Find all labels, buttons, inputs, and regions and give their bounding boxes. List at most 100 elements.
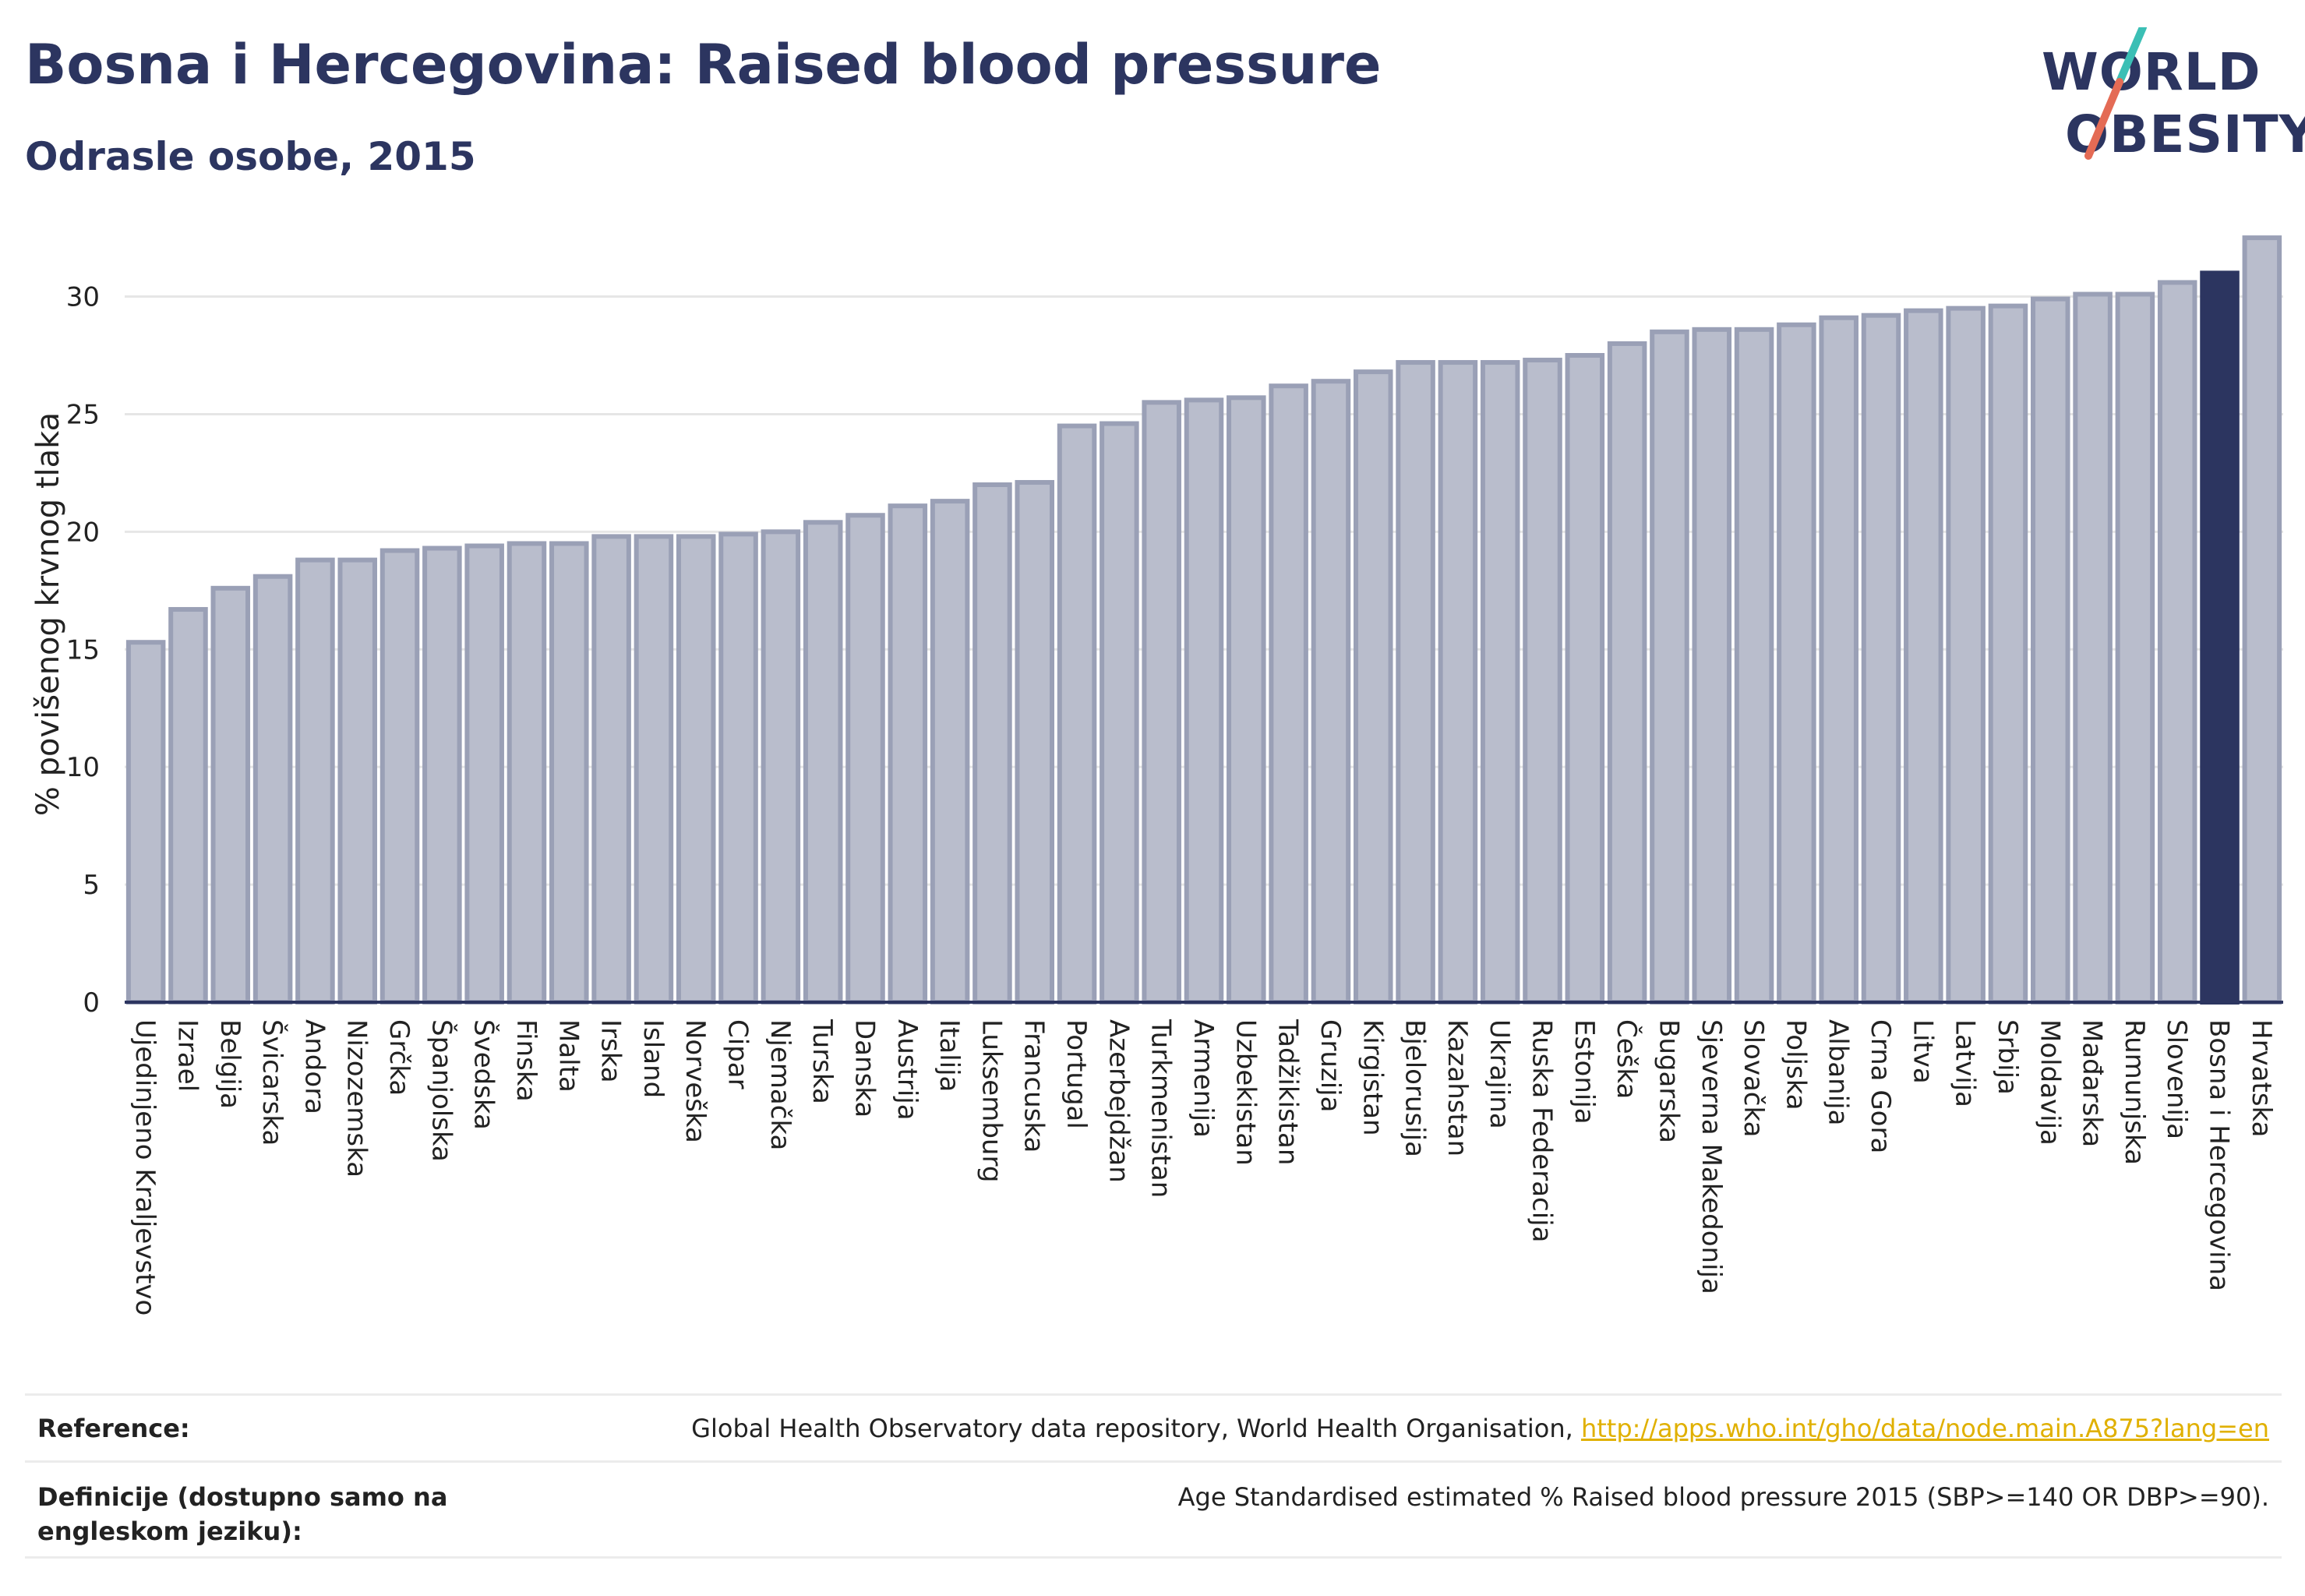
x-tick-label: Malta	[552, 1019, 584, 1093]
bar-16[interactable]	[803, 520, 843, 1005]
x-tick-label: Srbija	[1992, 1019, 2023, 1095]
x-tick-label: Sjeverna Makedonija	[1696, 1019, 1727, 1294]
bar-18[interactable]	[888, 503, 928, 1005]
x-tick-label: Ujedinjeno Kraljevstvo	[129, 1019, 161, 1315]
x-tick-label: Češka	[1611, 1019, 1643, 1099]
footer-reference-row: Reference: Global Health Observatory dat…	[25, 1393, 2282, 1463]
bar-14[interactable]	[718, 531, 758, 1005]
bar-17[interactable]	[845, 513, 885, 1005]
x-tick-label: Njemačka	[764, 1019, 796, 1150]
x-tick-label: Kazahstan	[1442, 1019, 1473, 1156]
bar-42[interactable]	[1904, 308, 1943, 1005]
bar-8[interactable]	[464, 543, 504, 1005]
bar-11[interactable]	[591, 534, 631, 1005]
y-tick-label: 20	[66, 517, 100, 548]
bar-0[interactable]	[125, 640, 166, 1005]
bar-15[interactable]	[761, 529, 801, 1005]
x-tick-label: Švedska	[468, 1019, 500, 1130]
bar-30[interactable]	[1396, 360, 1435, 1005]
bar-49[interactable]	[2200, 270, 2240, 1005]
x-tick-label: Azerbejdžan	[1103, 1019, 1134, 1183]
x-tick-label: Ukrajina	[1484, 1019, 1515, 1129]
bar-24[interactable]	[1142, 400, 1181, 1005]
bar-45[interactable]	[2031, 296, 2070, 1005]
bar-26[interactable]	[1227, 395, 1266, 1005]
bar-19[interactable]	[930, 499, 970, 1005]
bar-9[interactable]	[507, 541, 547, 1005]
x-tick-label: Norveška	[679, 1019, 711, 1143]
bar-27[interactable]	[1269, 383, 1308, 1005]
logo-slash-icon	[2084, 27, 2147, 160]
bar-36[interactable]	[1650, 329, 1689, 1005]
bar-47[interactable]	[2115, 291, 2155, 1005]
x-tick-label: Luksemburg	[976, 1019, 1007, 1182]
x-tick-label: Bosna i Hercegovina	[2204, 1019, 2235, 1291]
x-tick-label: Gruzija	[1315, 1019, 1346, 1112]
bar-31[interactable]	[1438, 360, 1478, 1005]
bar-34[interactable]	[1565, 353, 1605, 1005]
x-tick-label: Izrael	[171, 1019, 203, 1092]
x-tick-label: Mađarska	[2077, 1019, 2108, 1147]
definition-value: Age Standardised estimated % Raised bloo…	[1177, 1482, 2269, 1512]
bar-39[interactable]	[1777, 322, 1816, 1005]
x-tick-label: Bjelorusija	[1400, 1019, 1431, 1157]
x-tick-label: Crna Gora	[1865, 1019, 1896, 1153]
bar-4[interactable]	[295, 557, 335, 1005]
bar-38[interactable]	[1734, 327, 1774, 1005]
bar-44[interactable]	[1988, 303, 2028, 1005]
y-tick-label: 0	[83, 987, 100, 1019]
x-tick-label: Albanija	[1823, 1019, 1854, 1125]
bar-41[interactable]	[1861, 312, 1901, 1005]
bar-10[interactable]	[549, 541, 589, 1005]
footer-definition-row: Definicije (dostupno samo na engleskom j…	[25, 1460, 2282, 1559]
x-tick-label: Irska	[595, 1019, 627, 1083]
page-subtitle: Odrasle osobe, 2015	[25, 134, 476, 179]
x-tick-label: Švicarska	[256, 1019, 288, 1146]
bar-12[interactable]	[634, 534, 674, 1005]
x-tick-label: Turska	[807, 1019, 838, 1104]
bar-1[interactable]	[168, 606, 208, 1005]
bar-48[interactable]	[2157, 280, 2197, 1005]
y-tick-label: 10	[66, 752, 100, 783]
bar-7[interactable]	[422, 546, 462, 1005]
y-tick-label: 5	[83, 870, 100, 901]
bar-29[interactable]	[1353, 369, 1393, 1005]
x-tick-label: Rumunjska	[2119, 1019, 2150, 1165]
bar-33[interactable]	[1523, 358, 1562, 1005]
bar-21[interactable]	[1015, 479, 1055, 1005]
bar-50[interactable]	[2242, 235, 2282, 1005]
bar-3[interactable]	[252, 574, 293, 1005]
x-tick-label: Španjolska	[425, 1019, 457, 1162]
x-tick-label: Francuska	[1018, 1019, 1050, 1153]
y-tick-label: 15	[66, 634, 100, 666]
reference-link[interactable]: http://apps.who.int/gho/data/node.main.A…	[1580, 1414, 2269, 1443]
bar-2[interactable]	[210, 585, 251, 1005]
x-tick-label: Bugarska	[1653, 1019, 1684, 1143]
x-tick-label: Italija	[934, 1019, 965, 1092]
bar-22[interactable]	[1057, 423, 1097, 1005]
bar-13[interactable]	[676, 534, 716, 1005]
page-title: Bosna i Hercegovina: Raised blood pressu…	[25, 33, 1382, 97]
bar-37[interactable]	[1692, 327, 1732, 1005]
bar-43[interactable]	[1946, 305, 1986, 1005]
y-tick-label: 25	[66, 399, 100, 430]
x-tick-label: Turkmenistan	[1145, 1019, 1177, 1198]
bar-23[interactable]	[1100, 421, 1139, 1005]
bar-28[interactable]	[1311, 379, 1351, 1005]
reference-value: Global Health Observatory data repositor…	[691, 1411, 2269, 1446]
bar-20[interactable]	[972, 482, 1012, 1005]
bar-25[interactable]	[1184, 397, 1224, 1005]
bar-40[interactable]	[1819, 315, 1858, 1005]
bar-32[interactable]	[1480, 360, 1520, 1005]
bar-46[interactable]	[2073, 291, 2113, 1005]
x-tick-label: Austrija	[891, 1019, 923, 1121]
x-tick-label: Moldavija	[2034, 1019, 2065, 1146]
x-tick-label: Estonija	[1569, 1019, 1600, 1125]
bar-35[interactable]	[1607, 341, 1647, 1005]
x-tick-label: Uzbekistan	[1230, 1019, 1261, 1166]
x-tick-label: Litva	[1907, 1019, 1938, 1084]
x-tick-label: Portugal	[1061, 1019, 1092, 1129]
bar-5[interactable]	[337, 557, 377, 1005]
x-tick-label: Belgija	[214, 1019, 245, 1109]
bar-6[interactable]	[379, 548, 420, 1005]
